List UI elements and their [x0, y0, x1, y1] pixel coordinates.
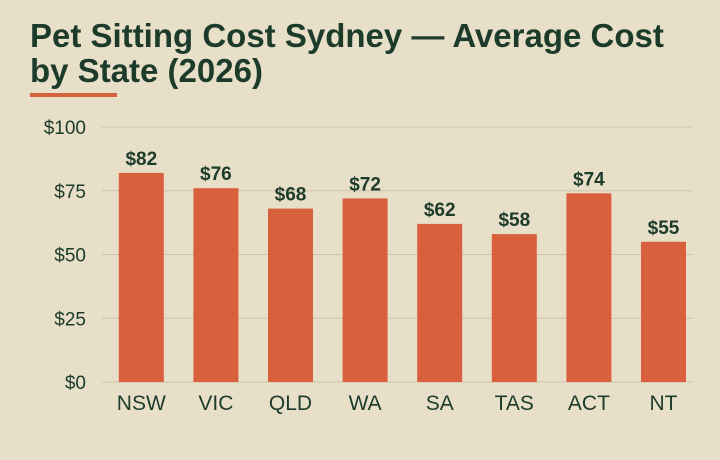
- bar-tas: [491, 234, 537, 382]
- data-label-vic: $76: [200, 164, 232, 185]
- data-label-qld: $68: [275, 185, 307, 206]
- chart-title: Pet Sitting Cost Sydney — Average Cost b…: [30, 17, 664, 89]
- bars: [118, 172, 686, 382]
- data-label-sa: $62: [424, 200, 456, 221]
- x-tick-label-qld: QLD: [269, 392, 312, 415]
- bar-wa: [342, 198, 388, 382]
- y-tick-label: $50: [54, 246, 86, 267]
- y-tick-label: $100: [44, 118, 86, 139]
- y-tick-label: $0: [65, 373, 86, 394]
- y-tick-label: $25: [54, 309, 86, 330]
- x-tick-label-tas: TAS: [495, 392, 534, 415]
- data-label-wa: $72: [349, 174, 381, 195]
- x-tick-label-act: ACT: [568, 392, 610, 415]
- data-label-nsw: $82: [125, 149, 157, 170]
- data-label-tas: $58: [498, 210, 530, 231]
- x-tick-label-nt: NT: [650, 392, 678, 415]
- x-axis-ticks: NSW VIC QLD WA SA TAS ACT NT: [117, 392, 678, 415]
- x-tick-label-wa: WA: [349, 392, 382, 415]
- bar-act: [566, 193, 612, 382]
- bar-qld: [268, 208, 313, 382]
- bar-nsw: [118, 172, 164, 382]
- data-label-act: $74: [573, 169, 605, 190]
- y-tick-label: $75: [54, 182, 86, 203]
- x-tick-label-nsw: NSW: [117, 392, 166, 415]
- bar-nt: [641, 241, 686, 382]
- y-axis-ticks: $0 $25 $50 $75 $100: [44, 118, 86, 394]
- data-labels: $82 $76 $68 $72 $62 $58 $74 $55: [125, 149, 679, 239]
- bar-vic: [193, 188, 239, 382]
- x-tick-label-sa: SA: [426, 392, 454, 415]
- data-label-nt: $55: [648, 218, 680, 239]
- bar-sa: [417, 223, 463, 382]
- title-underline: [30, 93, 117, 97]
- x-tick-label-vic: VIC: [198, 392, 233, 415]
